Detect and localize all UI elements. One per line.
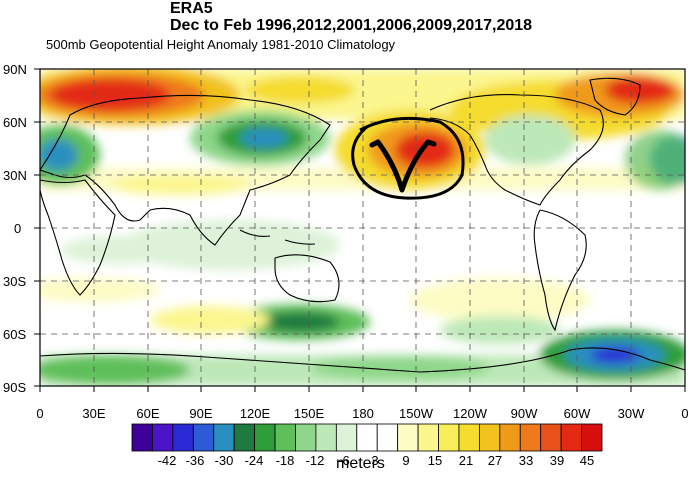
colorbar-swatch: [560, 423, 582, 452]
colorbar-label: 45: [580, 453, 594, 468]
lon-label-30e: 30E: [82, 406, 105, 421]
lat-label-90n: 90N: [3, 62, 27, 77]
colorbar-label: -36: [186, 453, 205, 468]
colorbar-label: 21: [459, 453, 473, 468]
colorbar-swatch: [581, 423, 603, 452]
colorbar-swatch: [335, 423, 358, 452]
subtitle: 500mb Geopotential Height Anomaly 1981-2…: [46, 37, 396, 52]
colorbar-swatch: [458, 423, 480, 452]
colorbar-swatch: [417, 423, 439, 452]
graticule: [40, 69, 685, 386]
colorbar-label: -30: [215, 453, 234, 468]
colorbar-swatch: [295, 423, 317, 452]
title-line-2: Dec to Feb 1996,2012,2001,2006,2009,2017…: [170, 17, 533, 34]
colorbar-swatch: [438, 423, 460, 452]
colorbar-label: -12: [306, 453, 325, 468]
colorbar-swatch: [540, 423, 562, 452]
lon-label-90e: 90E: [189, 406, 212, 421]
lon-label-30w: 30W: [618, 406, 645, 421]
colorbar-swatch: [131, 423, 153, 452]
lon-label-90w: 90W: [511, 406, 538, 421]
lat-label-0: 0: [14, 221, 21, 236]
lat-label-60n: 60N: [3, 115, 27, 130]
lon-label-60e: 60E: [136, 406, 159, 421]
lon-label-120w: 120W: [453, 406, 488, 421]
colorbar-swatch: [172, 423, 194, 452]
lon-label-180: 180: [352, 406, 374, 421]
lon-label-60w: 60W: [564, 406, 591, 421]
colorbar-label: -6: [338, 453, 350, 468]
colorbar-label: 9: [402, 453, 409, 468]
colorbar-labels: -42 -36 -30 -24 -18 -12 -6 3 9 15 21 27 …: [158, 453, 595, 468]
lat-label-90s: 90S: [3, 380, 26, 395]
lon-label-150w: 150W: [399, 406, 434, 421]
lat-label-60s: 60S: [3, 327, 26, 342]
ridge-annotation: [351, 116, 465, 200]
colorbar-swatch: [315, 423, 337, 452]
lon-label-0-end: 0: [681, 406, 688, 421]
coastlines: [40, 77, 685, 373]
colorbar-label: 27: [488, 453, 502, 468]
lon-label-150e: 150E: [294, 406, 325, 421]
colorbar-swatch: [213, 423, 235, 452]
lon-label-0: 0: [36, 406, 43, 421]
annotation-v-mark: [369, 139, 437, 193]
colorbar-swatch: [152, 423, 174, 452]
colorbar-swatch: [499, 423, 521, 452]
colorbar-swatch: [376, 423, 399, 452]
colorbar-swatch: [478, 423, 501, 452]
colorbar-swatch: [274, 423, 296, 452]
colorbar-swatch: [233, 423, 256, 452]
lat-label-30n: 30N: [3, 168, 27, 183]
colorbar-swatch: [397, 423, 419, 452]
colorbar-label: 15: [428, 453, 442, 468]
colorbar-label: 3: [371, 453, 378, 468]
anomaly-field: [40, 69, 685, 386]
lon-label-120e: 120E: [240, 406, 271, 421]
lat-label-30s: 30S: [3, 274, 26, 289]
colorbar-label: -18: [276, 453, 295, 468]
title-line-1: ERA5: [170, 0, 213, 17]
colorbar-swatch: [192, 423, 215, 452]
colorbar-label: -42: [158, 453, 177, 468]
colorbar-swatch: [519, 423, 542, 452]
colorbar-swatch: [356, 423, 378, 452]
colorbar-label: -24: [245, 453, 264, 468]
colorbar-swatch: [254, 423, 276, 452]
colorbar-label: 33: [519, 453, 533, 468]
colorbar-units: meters: [336, 455, 385, 472]
colorbar-label: 39: [550, 453, 564, 468]
colorbar: [131, 423, 603, 452]
